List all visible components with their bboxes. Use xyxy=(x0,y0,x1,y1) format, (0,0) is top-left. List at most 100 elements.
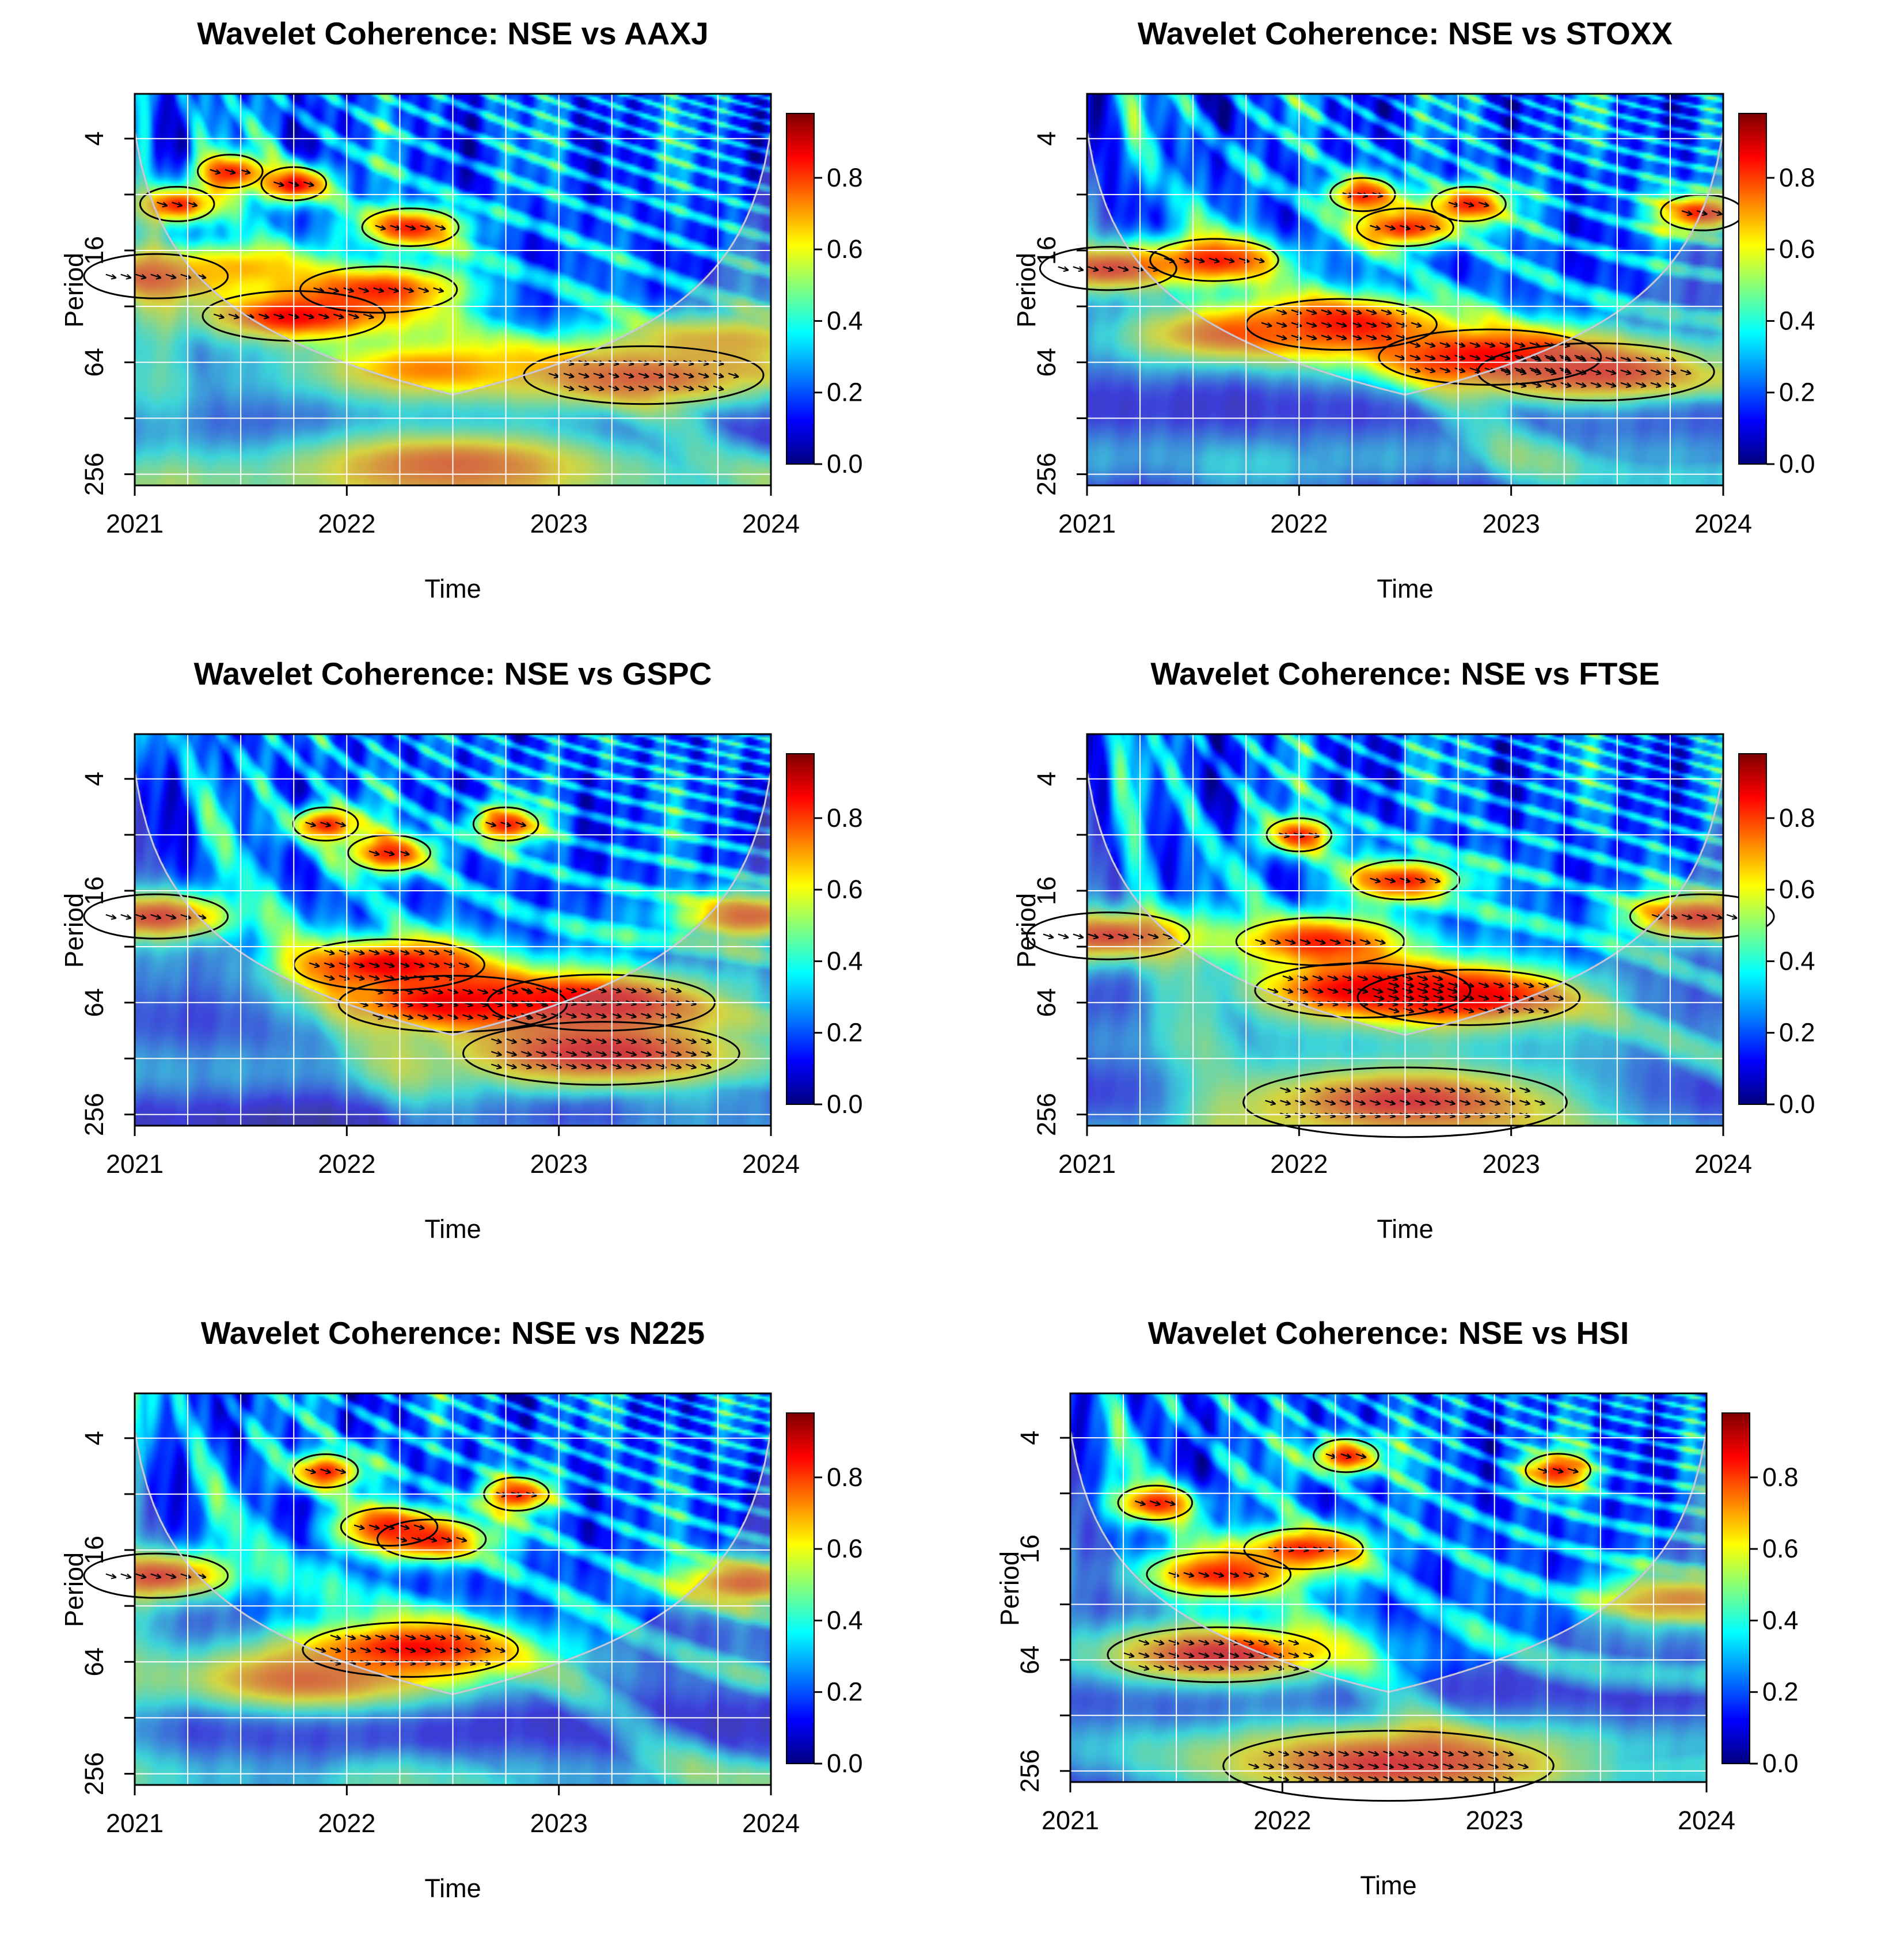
phase-arrow xyxy=(387,1014,398,1019)
phase-arrow xyxy=(1370,877,1381,883)
phase-arrow xyxy=(432,1014,443,1019)
phase-arrow xyxy=(506,1063,517,1069)
phase-arrow xyxy=(1267,988,1279,993)
phase-arrow xyxy=(1385,225,1396,230)
phase-arrow xyxy=(1314,939,1326,944)
phase-arrow xyxy=(1323,1776,1334,1781)
phase-arrow xyxy=(670,1051,682,1056)
x-tick-label: 2021 xyxy=(106,1149,164,1179)
phase-arrow xyxy=(563,385,575,390)
phase-arrow xyxy=(1651,914,1663,919)
phase-arrow xyxy=(258,313,269,318)
phase-arrow xyxy=(368,975,380,980)
phase-arrow xyxy=(441,1537,453,1542)
phase-arrow xyxy=(640,1013,652,1018)
phase-arrow xyxy=(1138,1639,1150,1644)
phase-arrow xyxy=(1711,914,1723,919)
phase-arrow xyxy=(700,1063,712,1069)
phase-arrow xyxy=(324,975,335,980)
x-tick-label: 2024 xyxy=(742,509,800,538)
phase-arrow xyxy=(1342,975,1354,981)
phase-arrow xyxy=(563,373,575,378)
phase-arrow xyxy=(1258,1639,1270,1644)
phase-arrow xyxy=(1473,1750,1484,1756)
phase-arrow xyxy=(713,385,724,390)
phase-arrow xyxy=(683,373,694,378)
phase-arrow xyxy=(670,987,682,993)
phase-arrow xyxy=(1284,939,1296,944)
phase-arrow xyxy=(1308,1750,1319,1756)
phase-arrow xyxy=(1073,933,1084,939)
phase-arrow xyxy=(1409,367,1421,373)
phase-arrow xyxy=(150,914,162,919)
phase-arrow xyxy=(1418,995,1430,1000)
phase-arrow xyxy=(1418,982,1430,987)
significance-region xyxy=(1245,298,1438,351)
phase-arrow xyxy=(435,1635,446,1640)
phase-arrow xyxy=(1545,369,1557,374)
phase-arrow xyxy=(1303,1652,1314,1657)
phase-arrow xyxy=(402,1014,413,1019)
phase-arrow xyxy=(491,1051,502,1056)
phase-arrow xyxy=(1366,309,1377,314)
phase-arrow xyxy=(1310,1100,1321,1105)
phase-arrow xyxy=(354,975,365,980)
phase-arrow xyxy=(480,1635,491,1640)
phase-arrow xyxy=(402,989,413,994)
x-tick-label: 2022 xyxy=(318,509,375,538)
phase-arrow xyxy=(535,987,547,993)
phase-arrow xyxy=(1373,995,1385,1000)
phase-arrow xyxy=(339,949,350,955)
phase-arrow xyxy=(1473,1763,1484,1768)
y-tick-label: 4 xyxy=(79,772,109,786)
phase-arrow xyxy=(1312,975,1324,981)
significance-region xyxy=(1242,1066,1568,1138)
phase-arrow xyxy=(520,1038,532,1043)
chart-panel-aaxj: Wavelet Coherence: NSE vs AAXJ Time Period… xyxy=(0,0,952,645)
phase-arrow xyxy=(1448,982,1460,987)
phase-arrow xyxy=(608,373,620,378)
phase-arrow xyxy=(1402,975,1413,981)
phase-arrow xyxy=(550,1051,562,1056)
phase-arrow xyxy=(668,373,679,378)
phase-arrow xyxy=(1545,382,1557,387)
phase-arrow xyxy=(428,949,440,955)
phase-arrow xyxy=(550,1038,562,1043)
significance-region xyxy=(1629,893,1775,940)
phase-arrow xyxy=(610,1013,622,1018)
phase-arrow xyxy=(435,1647,446,1653)
phase-arrow xyxy=(1478,982,1489,987)
phase-arrow xyxy=(462,989,473,994)
x-tick-label: 2022 xyxy=(1253,1806,1311,1835)
phase-arrow xyxy=(1424,342,1436,347)
phase-arrow xyxy=(320,822,331,827)
phase-arrow xyxy=(1398,1763,1409,1768)
phase-arrow xyxy=(1553,995,1564,1000)
phase-arrow xyxy=(383,962,395,967)
phase-arrow xyxy=(1372,975,1384,981)
phase-arrow xyxy=(1413,1763,1424,1768)
phase-arrow xyxy=(1575,356,1587,362)
phase-arrow xyxy=(1263,1776,1274,1781)
phase-arrow xyxy=(1508,1008,1519,1013)
x-axis-label: Time xyxy=(424,1874,481,1903)
phase-arrow xyxy=(273,181,284,187)
phase-arrow xyxy=(368,962,380,967)
colorbar-tick-label: 0.4 xyxy=(827,946,863,975)
phase-arrow xyxy=(398,1524,410,1529)
significance-region xyxy=(462,1021,740,1086)
phase-arrow xyxy=(1530,382,1542,387)
phase-arrow xyxy=(368,1524,380,1529)
phase-arrow xyxy=(1590,369,1602,374)
colorbar-tick-label: 0.8 xyxy=(827,163,863,192)
phase-arrow xyxy=(610,1063,622,1069)
colorbar-tick-label: 0.2 xyxy=(827,1677,863,1707)
significance-region xyxy=(1149,238,1279,282)
phase-arrow xyxy=(1538,982,1549,987)
phase-arrow xyxy=(180,1573,192,1578)
phase-arrow xyxy=(1413,1750,1424,1756)
phase-arrow xyxy=(1370,225,1381,230)
significance-region xyxy=(196,154,264,189)
phase-arrow xyxy=(640,987,652,993)
phase-arrow xyxy=(1355,1453,1367,1458)
